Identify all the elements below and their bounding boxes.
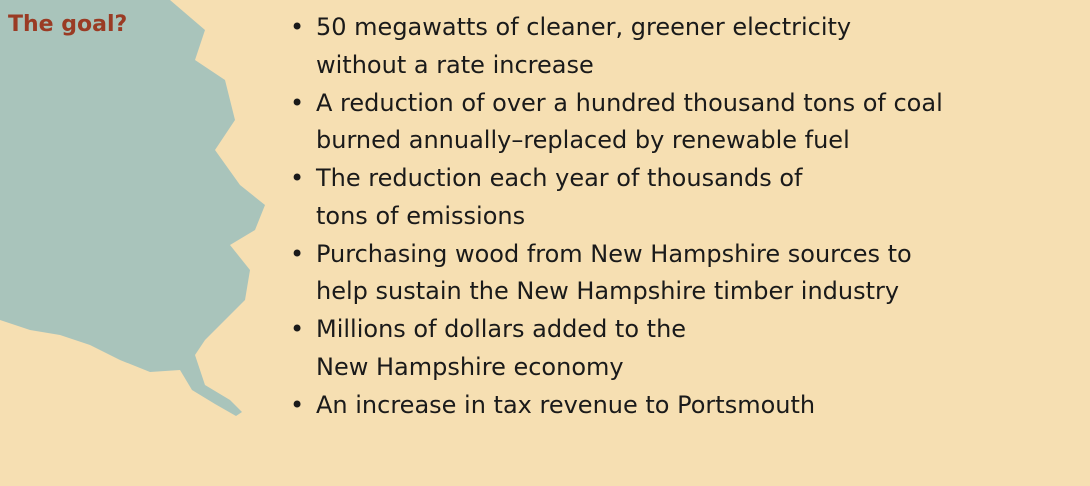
bullet-text: Purchasing wood from New Hampshire sourc… xyxy=(290,236,1090,274)
bullet-dot: • xyxy=(290,9,304,47)
bullet-text: burned annually–replaced by renewable fu… xyxy=(290,122,1090,160)
bullet-text: tons of emissions xyxy=(290,198,1090,236)
bullet-text: New Hampshire economy xyxy=(290,349,1090,387)
bullet-dot: • xyxy=(290,387,304,425)
bullet-text: help sustain the New Hampshire timber in… xyxy=(290,273,1090,311)
bullet-dot: • xyxy=(290,236,304,274)
bullet-item: •50 megawatts of cleaner, greener electr… xyxy=(290,9,1090,84)
bullet-text: without a rate increase xyxy=(290,47,1090,85)
bullet-item: •An increase in tax revenue to Portsmout… xyxy=(290,387,1090,425)
bullet-text: 50 megawatts of cleaner, greener electri… xyxy=(290,9,1090,47)
bullet-item: •A reduction of over a hundred thousand … xyxy=(290,85,1090,160)
bullet-dot: • xyxy=(290,311,304,349)
bullet-text: Millions of dollars added to the xyxy=(290,311,1090,349)
bullet-dot: • xyxy=(290,160,304,198)
bullet-dot: • xyxy=(290,85,304,123)
bullet-list: •50 megawatts of cleaner, greener electr… xyxy=(0,0,1090,486)
bullet-text: A reduction of over a hundred thousand t… xyxy=(290,85,1090,123)
bullet-item: •Purchasing wood from New Hampshire sour… xyxy=(290,236,1090,311)
bullet-item: •The reduction each year of thousands of… xyxy=(290,160,1090,235)
bullet-text: The reduction each year of thousands of xyxy=(290,160,1090,198)
slide: The goal? •50 megawatts of cleaner, gree… xyxy=(0,0,1090,486)
bullet-text: An increase in tax revenue to Portsmouth xyxy=(290,387,1090,425)
